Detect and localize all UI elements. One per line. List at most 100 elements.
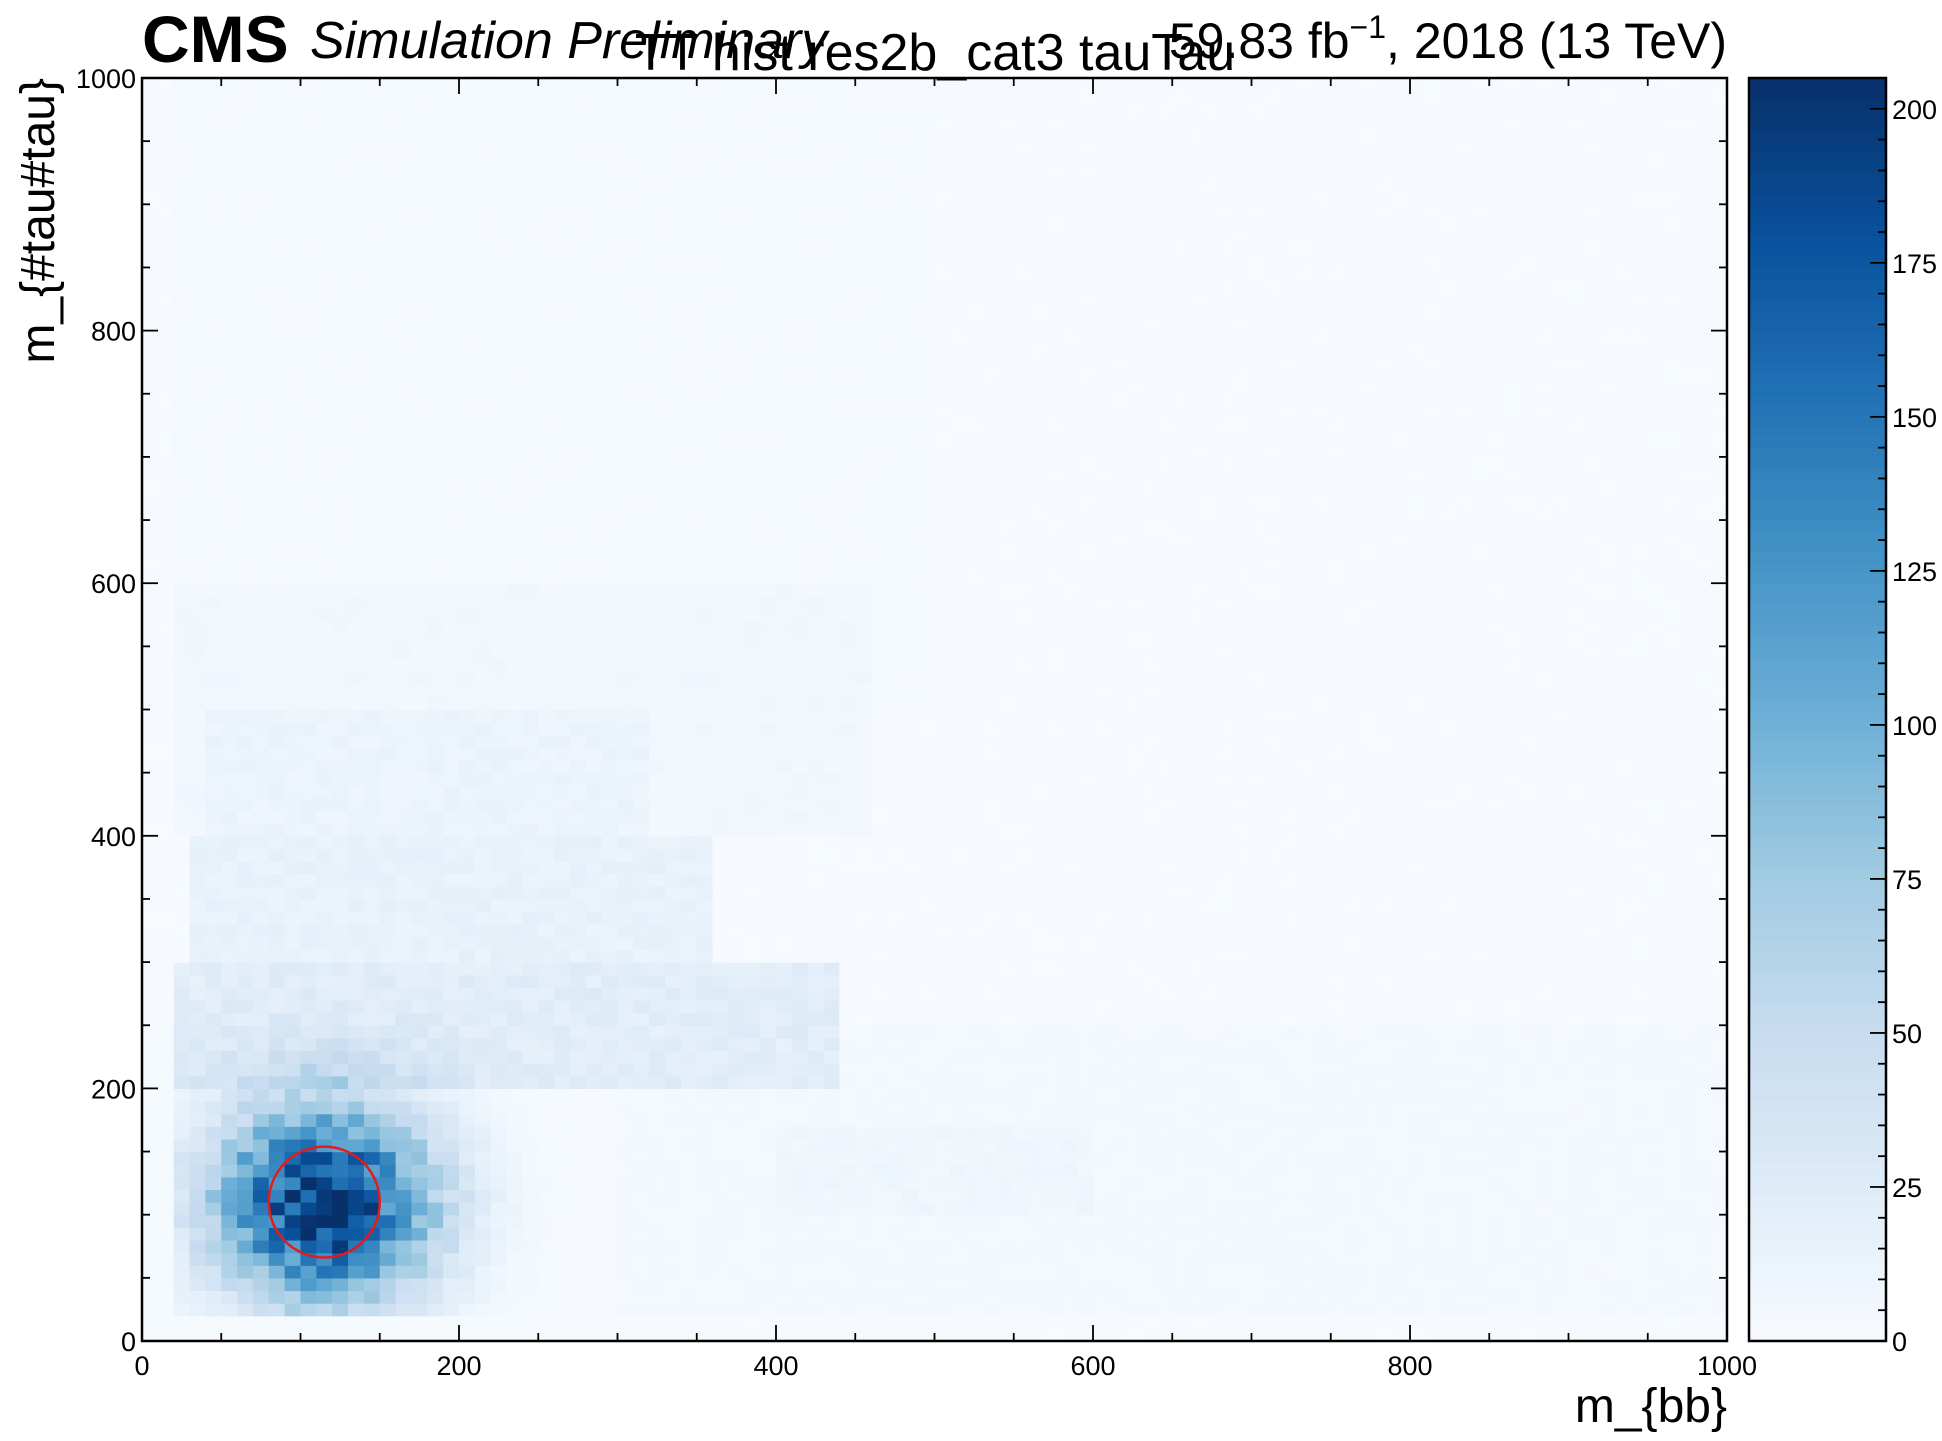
heatmap-bin <box>538 1012 555 1026</box>
heatmap-bin <box>712 873 730 887</box>
heatmap-bin <box>506 1328 523 1342</box>
heatmap-bin <box>554 343 571 357</box>
heatmap-bin <box>268 1126 286 1140</box>
heatmap-bin <box>173 368 191 382</box>
heatmap-bin <box>823 469 840 483</box>
heatmap-bin <box>538 153 555 168</box>
heatmap-bin <box>379 962 397 976</box>
heatmap-bin <box>379 987 397 1001</box>
heatmap-bin <box>157 153 175 168</box>
heatmap-bin <box>459 545 476 559</box>
heatmap-bin <box>348 1113 365 1127</box>
heatmap-bin <box>427 999 444 1014</box>
heatmap-bin <box>379 1252 397 1266</box>
heatmap-bin <box>855 469 872 483</box>
heatmap-bin <box>474 267 492 281</box>
heatmap-bin <box>839 419 856 433</box>
heatmap-bin <box>427 90 444 104</box>
heatmap-bin <box>601 797 619 812</box>
heatmap-bin <box>237 406 254 420</box>
heatmap-bin <box>316 671 333 685</box>
heatmap-bin <box>189 520 206 534</box>
heatmap-bin <box>142 658 159 673</box>
heatmap-bin <box>569 924 587 938</box>
heatmap-bin <box>791 78 809 92</box>
heatmap-bin <box>300 280 317 294</box>
heatmap-bin <box>696 671 714 685</box>
heatmap-bin <box>157 381 175 395</box>
heatmap-bin <box>173 1012 191 1026</box>
heatmap-bin <box>617 949 634 963</box>
heatmap-bin <box>569 393 587 407</box>
heatmap-bin <box>474 633 492 647</box>
heatmap-bin <box>522 570 539 584</box>
heatmap-bin <box>411 1037 428 1052</box>
heatmap-bin <box>728 760 745 774</box>
heatmap-bin <box>459 317 476 332</box>
heatmap-bin <box>189 545 206 559</box>
heatmap-bin <box>791 1126 809 1140</box>
heatmap-bin <box>886 469 904 483</box>
heatmap-bin <box>902 1328 920 1342</box>
heatmap-bin <box>348 1101 365 1115</box>
heatmap-bin <box>379 317 397 332</box>
heatmap-bin <box>728 90 745 104</box>
heatmap-bin <box>205 1126 222 1140</box>
heatmap-bin <box>411 1050 428 1064</box>
heatmap-bin <box>443 1037 460 1052</box>
heatmap-bin <box>633 1290 650 1304</box>
heatmap-bin <box>237 1101 254 1115</box>
heatmap-bin <box>554 633 571 647</box>
heatmap-bin <box>474 722 492 736</box>
heatmap-bin <box>871 532 888 546</box>
heatmap-bin <box>855 254 872 269</box>
heatmap-bin <box>554 292 571 306</box>
heatmap-bin <box>585 962 603 976</box>
heatmap-bin <box>680 355 698 370</box>
heatmap-bin <box>348 734 365 748</box>
heatmap-bin <box>522 1050 539 1064</box>
heatmap-bin <box>696 747 714 761</box>
heatmap-bin <box>760 1012 777 1026</box>
heatmap-bin <box>665 204 682 218</box>
heatmap-bin <box>902 1126 920 1140</box>
heatmap-bin <box>617 722 634 736</box>
heatmap-bin <box>268 848 286 862</box>
heatmap-bin <box>617 1113 634 1127</box>
heatmap-bin <box>332 848 349 862</box>
heatmap-bin <box>268 709 286 723</box>
heatmap-bin <box>569 1037 587 1052</box>
heatmap-bin <box>268 141 286 155</box>
heatmap-bin <box>157 747 175 761</box>
heatmap-bin <box>712 557 730 572</box>
heatmap-bin <box>569 1214 587 1228</box>
heatmap-bin <box>522 532 539 546</box>
heatmap-bin <box>839 722 856 736</box>
heatmap-bin <box>807 1214 825 1228</box>
heatmap-bin <box>791 1315 809 1329</box>
heatmap-bin <box>665 494 682 509</box>
heatmap-bin <box>886 987 904 1001</box>
heatmap-bin <box>268 532 286 546</box>
heatmap-bin <box>585 924 603 938</box>
heatmap-bin <box>490 570 508 584</box>
heatmap-bin <box>680 103 698 117</box>
heatmap-bin <box>395 873 413 887</box>
heatmap-bin <box>918 128 936 142</box>
heatmap-bin <box>395 381 413 395</box>
heatmap-bin <box>427 393 444 407</box>
heatmap-bin <box>363 444 381 458</box>
heatmap-bin <box>855 810 872 824</box>
heatmap-bin <box>871 520 888 534</box>
heatmap-bin <box>411 1227 428 1241</box>
heatmap-bin <box>871 987 888 1001</box>
heatmap-bin <box>760 166 777 180</box>
heatmap-bin <box>332 179 349 193</box>
heatmap-bin <box>300 532 317 546</box>
heatmap-bin <box>569 330 587 344</box>
heatmap-bin <box>252 520 270 534</box>
heatmap-bin <box>348 406 365 420</box>
heatmap-bin <box>744 1227 761 1241</box>
heatmap-bin <box>617 1164 634 1178</box>
heatmap-bin <box>189 1063 206 1077</box>
